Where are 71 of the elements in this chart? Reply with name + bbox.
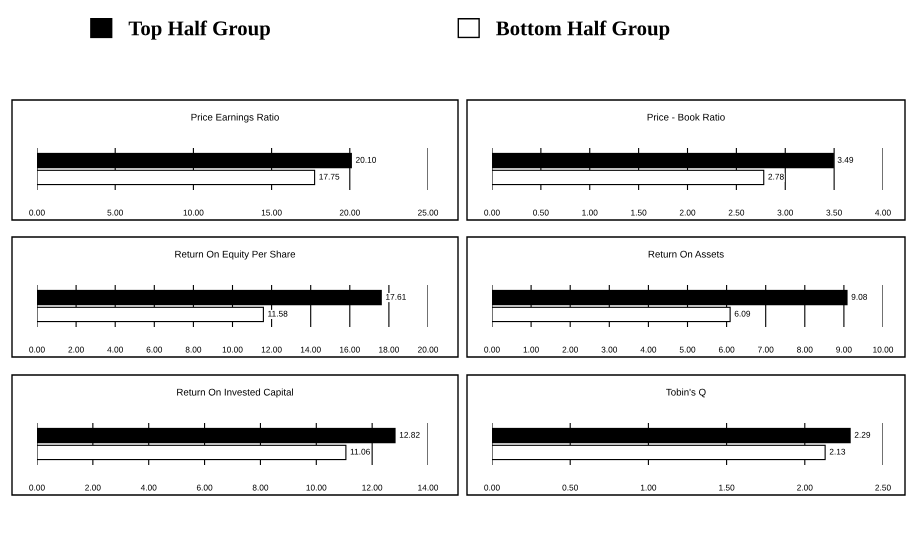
x-tick-label: 7.00	[758, 346, 774, 353]
x-tick-label: 10.00	[222, 346, 243, 353]
x-tick-label: 25.00	[418, 210, 438, 216]
chart-title: Price Earnings Ratio	[191, 113, 279, 123]
chart-title: Return On Invested Capital	[177, 388, 293, 398]
x-tick-label: 2.00	[680, 210, 696, 216]
x-tick-label: 4.00	[107, 346, 123, 353]
x-tick-label: 8.00	[186, 346, 202, 353]
x-tick-label: 16.00	[340, 346, 360, 353]
data-label: 17.61	[386, 294, 406, 300]
data-label: 6.09	[734, 310, 750, 317]
x-tick-label: 0.50	[562, 484, 578, 491]
x-tick-label: 15.00	[262, 210, 282, 216]
x-tick-label: 4.00	[640, 346, 656, 353]
legend-label: Top Half Group	[128, 20, 270, 40]
x-tick-label: 10.00	[306, 484, 326, 491]
chart-title: Tobin's Q	[666, 388, 706, 398]
x-tick-label: 8.00	[797, 346, 813, 353]
data-label: 20.10	[356, 156, 376, 163]
x-tick-label: 1.00	[524, 346, 539, 353]
x-tick-label: 3.00	[602, 346, 618, 353]
x-tick-label: 0.00	[484, 346, 500, 353]
x-tick-label: 4.00	[875, 210, 891, 216]
data-label: 11.58	[268, 310, 288, 317]
x-tick-label: 1.00	[582, 210, 598, 216]
x-tick-label: 3.50	[826, 210, 842, 216]
x-tick-label: 1.50	[719, 484, 734, 491]
x-tick-label: 2.00	[797, 484, 813, 491]
x-tick-label: 12.00	[262, 346, 282, 353]
x-tick-label: 9.00	[836, 346, 852, 353]
x-tick-label: 20.00	[418, 346, 438, 353]
x-tick-label: 2.50	[728, 210, 744, 216]
x-tick-label: 0.50	[533, 210, 549, 216]
chart-title: Price - Book Ratio	[648, 113, 725, 121]
data-label: 2.13	[830, 448, 846, 455]
data-label: 2.78	[768, 174, 784, 180]
x-tick-label: 0.00	[484, 484, 500, 491]
x-tick-label: 10.00	[873, 346, 894, 353]
x-tick-label: 5.00	[107, 210, 123, 216]
x-tick-label: 20.00	[340, 210, 360, 216]
x-tick-label: 10.00	[184, 210, 204, 216]
x-tick-label: 2.00	[562, 346, 578, 353]
x-tick-label: 14.00	[300, 346, 321, 353]
x-tick-label: 2.00	[85, 484, 101, 491]
x-tick-label: 6.00	[196, 484, 212, 491]
x-tick-label: 12.00	[362, 484, 382, 491]
x-tick-label: 4.00	[140, 484, 156, 491]
x-tick-label: 3.00	[777, 210, 794, 216]
x-tick-label: 1.00	[640, 484, 656, 491]
x-tick-label: 2.50	[875, 484, 891, 491]
x-tick-label: 0.00	[29, 346, 45, 353]
data-label: 9.08	[852, 294, 868, 300]
x-tick-label: 14.00	[418, 484, 438, 491]
x-tick-label: 6.00	[146, 346, 162, 353]
data-label: 17.75	[319, 174, 340, 180]
chart-title: Return On Assets	[648, 250, 724, 258]
x-tick-label: 0.00	[29, 484, 45, 491]
data-label: 11.06	[350, 448, 370, 455]
data-label: 12.82	[400, 432, 420, 438]
data-label: 3.49	[838, 156, 854, 163]
x-tick-label: 0.00	[484, 210, 500, 216]
x-tick-label: 8.00	[252, 484, 268, 491]
legend-label: Bottom Half Group	[496, 20, 670, 40]
x-tick-label: 0.00	[29, 210, 45, 216]
data-label: 2.29	[854, 432, 870, 438]
x-tick-label: 1.50	[631, 210, 646, 216]
chart-title: Return On Equity Per Share	[175, 250, 296, 260]
x-tick-label: 2.00	[68, 346, 84, 353]
x-tick-label: 5.00	[680, 346, 696, 353]
x-tick-label: 18.00	[379, 346, 399, 353]
x-tick-label: 6.00	[718, 346, 734, 353]
